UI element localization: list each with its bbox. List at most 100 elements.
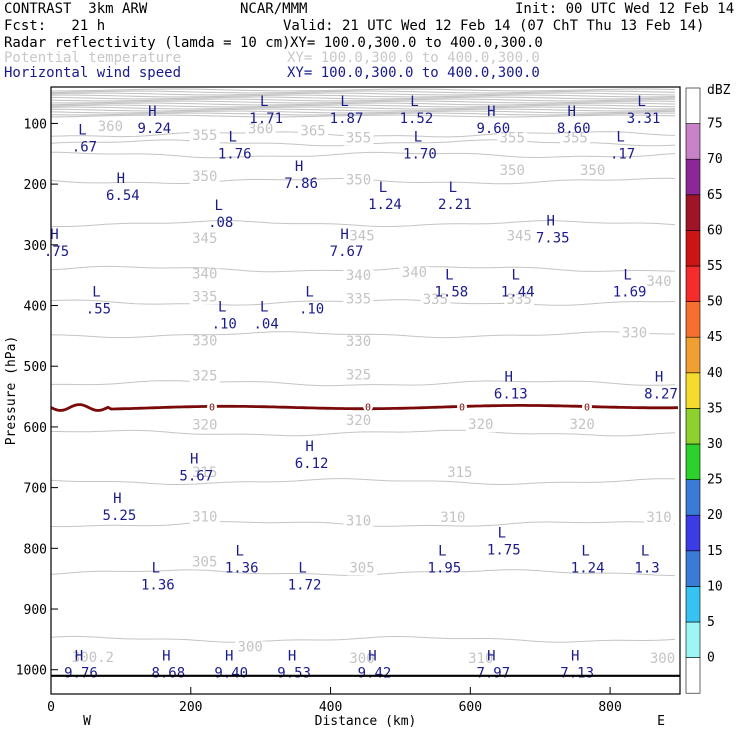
- colorbar-swatch: [685, 230, 701, 267]
- theta-label: 310: [468, 651, 493, 667]
- theta-contours: 365 360 360 355 355 355 355 350 350 350 350 345 345 3…: [50, 88, 678, 667]
- y-tick-label: 600: [24, 421, 47, 436]
- theta-label-bg: [343, 414, 374, 428]
- wind-extremum-value: 9.60: [476, 121, 510, 137]
- wind-extremum-type: L: [78, 122, 86, 138]
- wind-extremum-value: 9.40: [214, 666, 248, 682]
- theta-label: 350: [192, 169, 217, 185]
- theta-label-bg: [444, 467, 475, 481]
- y-tick-label: 100: [24, 117, 47, 132]
- theta-band-line: [50, 114, 676, 118]
- colorbar-swatch: [685, 586, 701, 623]
- theta-band-line: [50, 104, 676, 108]
- wind-extremum-value: 7.86: [284, 176, 318, 192]
- wind-extremum-type: L: [445, 267, 453, 283]
- wind-extremum-type: H: [162, 649, 170, 665]
- field-reflectivity-label: Radar reflectivity (lamda = 10 cm): [4, 35, 291, 51]
- theta-label-bg: [189, 232, 220, 246]
- model-title: CONTRAST 3km ARW: [4, 1, 148, 17]
- theta-label: 340: [402, 265, 427, 281]
- theta-label-bg: [189, 556, 220, 570]
- wind-extremum-type: H: [505, 369, 513, 385]
- theta-label: 325: [192, 369, 217, 385]
- colorbar-swatch: [685, 479, 701, 516]
- wind-extremum-value: 6.12: [295, 456, 329, 472]
- wind-extremum-type: L: [449, 180, 457, 196]
- theta-contour-325: [51, 380, 676, 387]
- theta-label-bg: [343, 293, 374, 307]
- wind-extremum-type: L: [438, 544, 446, 560]
- theta-label-bg: [644, 275, 675, 289]
- wind-extremum-value: 7.67: [330, 244, 364, 260]
- theta-label-bg: [497, 132, 528, 146]
- colorbar-swatch: [685, 443, 701, 480]
- theta-label-bg: [245, 123, 276, 137]
- wind-extremum-value: .10: [212, 317, 237, 333]
- wind-extremum-value: .55: [86, 301, 111, 317]
- wind-extremum-value: 1.52: [400, 111, 434, 127]
- wind-extremum-type: L: [152, 561, 160, 577]
- wind-extremum-value: 7.35: [536, 230, 570, 246]
- wind-extremum-type: H: [75, 649, 83, 665]
- colorbar: 0 5 10 15 20 25 30 35 40 45 50 55 60 65 70 75 dBZ: [685, 83, 731, 694]
- theta-band-line: [50, 92, 676, 96]
- colorbar-swatch: [685, 621, 701, 658]
- theta-label-bg: [619, 327, 650, 341]
- theta-label: 355: [192, 128, 217, 144]
- theta-label-bg: [95, 121, 126, 135]
- wind-extremum-type: L: [260, 300, 268, 316]
- theta-label: 355: [563, 131, 588, 147]
- theta-label: 300: [349, 651, 374, 667]
- theta-label-bg: [189, 511, 220, 525]
- wind-extremum-type: L: [623, 267, 631, 283]
- theta-band-line: [50, 102, 676, 106]
- field-wind-label: Horizontal wind speed: [4, 65, 182, 81]
- wind-extremum-value: .10: [299, 301, 324, 317]
- wind-extremum-value: 1.58: [435, 284, 469, 300]
- wind-extremum-type: H: [50, 227, 58, 243]
- theta-label: 350: [500, 163, 525, 179]
- y-tick-label: 300: [24, 239, 47, 254]
- valid-time: Valid: 21 UTC Wed 12 Feb 14 (07 ChT Thu …: [283, 18, 705, 34]
- theta-label-bg: [189, 268, 220, 282]
- theta-contour-345: [50, 220, 676, 228]
- wind-extremum-type: L: [215, 198, 223, 214]
- wind-extremum-type: H: [225, 649, 233, 665]
- theta-label: 320: [192, 418, 217, 434]
- colorbar-swatch: [685, 194, 701, 231]
- theta-label-bg: [298, 125, 329, 139]
- freezing-label: 0: [584, 402, 590, 413]
- wind-extrema: L1.71L1.87L1.52L3.31H9.24H9.60H8.60L.67L…: [44, 94, 678, 682]
- wind-extremum-value: 8.68: [151, 666, 185, 682]
- theta-label: 340: [646, 274, 671, 290]
- wind-extremum-value: 9.42: [358, 666, 392, 682]
- wind-extremum-type: L: [235, 544, 243, 560]
- theta-label-bg: [577, 164, 608, 178]
- colorbar-level: 30: [707, 437, 723, 452]
- freezing-label-bg: [457, 401, 467, 412]
- theta-label-bg: [560, 132, 591, 146]
- wind-extremum-type: H: [368, 649, 376, 665]
- theta-label-bg: [465, 419, 496, 433]
- theta-contour-330: [51, 331, 676, 339]
- org-label: NCAR/MMM: [240, 1, 308, 17]
- colorbar-level: 40: [707, 366, 723, 381]
- theta-label: 345: [192, 231, 217, 247]
- theta-label-bg: [437, 512, 468, 526]
- theta-label: 320: [346, 413, 371, 429]
- direction-east: E: [657, 714, 665, 729]
- freezing-level: 0 0 0 0: [50, 401, 678, 413]
- wind-extremum-type: H: [288, 649, 296, 665]
- x-tick-label: 200: [179, 700, 202, 715]
- wind-extremum-type: H: [655, 369, 663, 385]
- theta-label-bg: [567, 419, 598, 433]
- colorbar-level: 35: [707, 401, 723, 416]
- theta-label-bg: [399, 266, 430, 280]
- colorbar-level: 55: [707, 259, 723, 274]
- wind-extremum-value: 1.69: [613, 284, 647, 300]
- wind-extremum-type: L: [298, 561, 306, 577]
- theta-band-line: [50, 112, 676, 116]
- theta-label: 310: [346, 514, 371, 530]
- theta-label: 330: [192, 333, 217, 349]
- wind-extremum-type: H: [190, 451, 198, 467]
